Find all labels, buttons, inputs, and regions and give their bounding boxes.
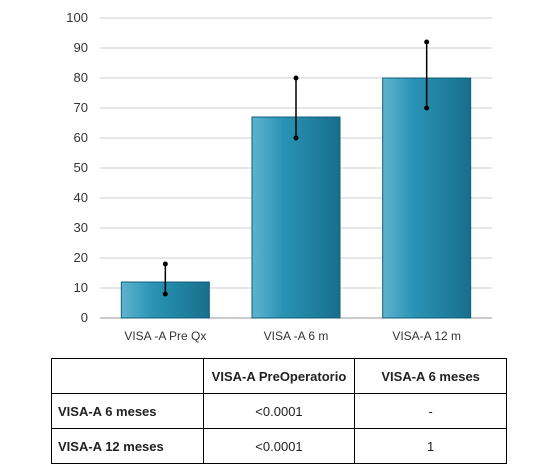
- y-tick-label: 30: [74, 220, 88, 235]
- y-tick-label: 60: [74, 130, 88, 145]
- y-tick-label: 90: [74, 40, 88, 55]
- error-bars: [162, 39, 430, 297]
- error-bar-cap-low: [424, 105, 430, 111]
- table-header-row: VISA-A PreOperatorio VISA-A 6 meses: [51, 358, 507, 394]
- y-tick-label: 80: [74, 70, 88, 85]
- x-category-label: VISA -A 6 m: [264, 329, 329, 343]
- bar: [251, 116, 341, 319]
- x-axis-category-labels: VISA -A Pre Qx VISA -A 6 m VISA-A 12 m: [124, 329, 461, 343]
- p-value-table: VISA-A PreOperatorio VISA-A 6 meses VISA…: [51, 358, 507, 464]
- y-tick-label: 10: [74, 280, 88, 295]
- y-axis-tick-labels: 0 10 20 30 40 50 60 70 80 90 100: [66, 10, 88, 325]
- table-row-label: VISA-A 6 meses: [51, 393, 204, 429]
- error-bar-cap-high: [424, 39, 430, 45]
- error-bar-cap-low: [293, 135, 299, 141]
- y-tick-label: 50: [74, 160, 88, 175]
- table-row: VISA-A 12 meses <0.0001 1: [51, 428, 507, 464]
- y-tick-label: 20: [74, 250, 88, 265]
- y-tick-label: 40: [74, 190, 88, 205]
- table-header-preoperatorio: VISA-A PreOperatorio: [202, 358, 356, 394]
- error-bar-cap-high: [293, 75, 299, 81]
- table-cell: -: [354, 393, 507, 429]
- bars: [120, 77, 472, 319]
- table-corner-cell: [51, 358, 204, 394]
- error-bar-cap-low: [162, 291, 168, 297]
- table-cell: <0.0001: [202, 393, 356, 429]
- y-tick-label: 100: [66, 10, 88, 25]
- table-header-6-meses: VISA-A 6 meses: [354, 358, 507, 394]
- bar: [382, 77, 472, 319]
- y-tick-label: 70: [74, 100, 88, 115]
- table-cell: <0.0001: [202, 428, 356, 464]
- error-bar-cap-high: [162, 261, 168, 267]
- x-category-label: VISA -A Pre Qx: [124, 329, 206, 343]
- x-category-label: VISA-A 12 m: [392, 329, 461, 343]
- table-cell: 1: [354, 428, 507, 464]
- table-row: VISA-A 6 meses <0.0001 -: [51, 393, 507, 429]
- y-tick-label: 0: [81, 310, 88, 325]
- table-row-label: VISA-A 12 meses: [51, 428, 204, 464]
